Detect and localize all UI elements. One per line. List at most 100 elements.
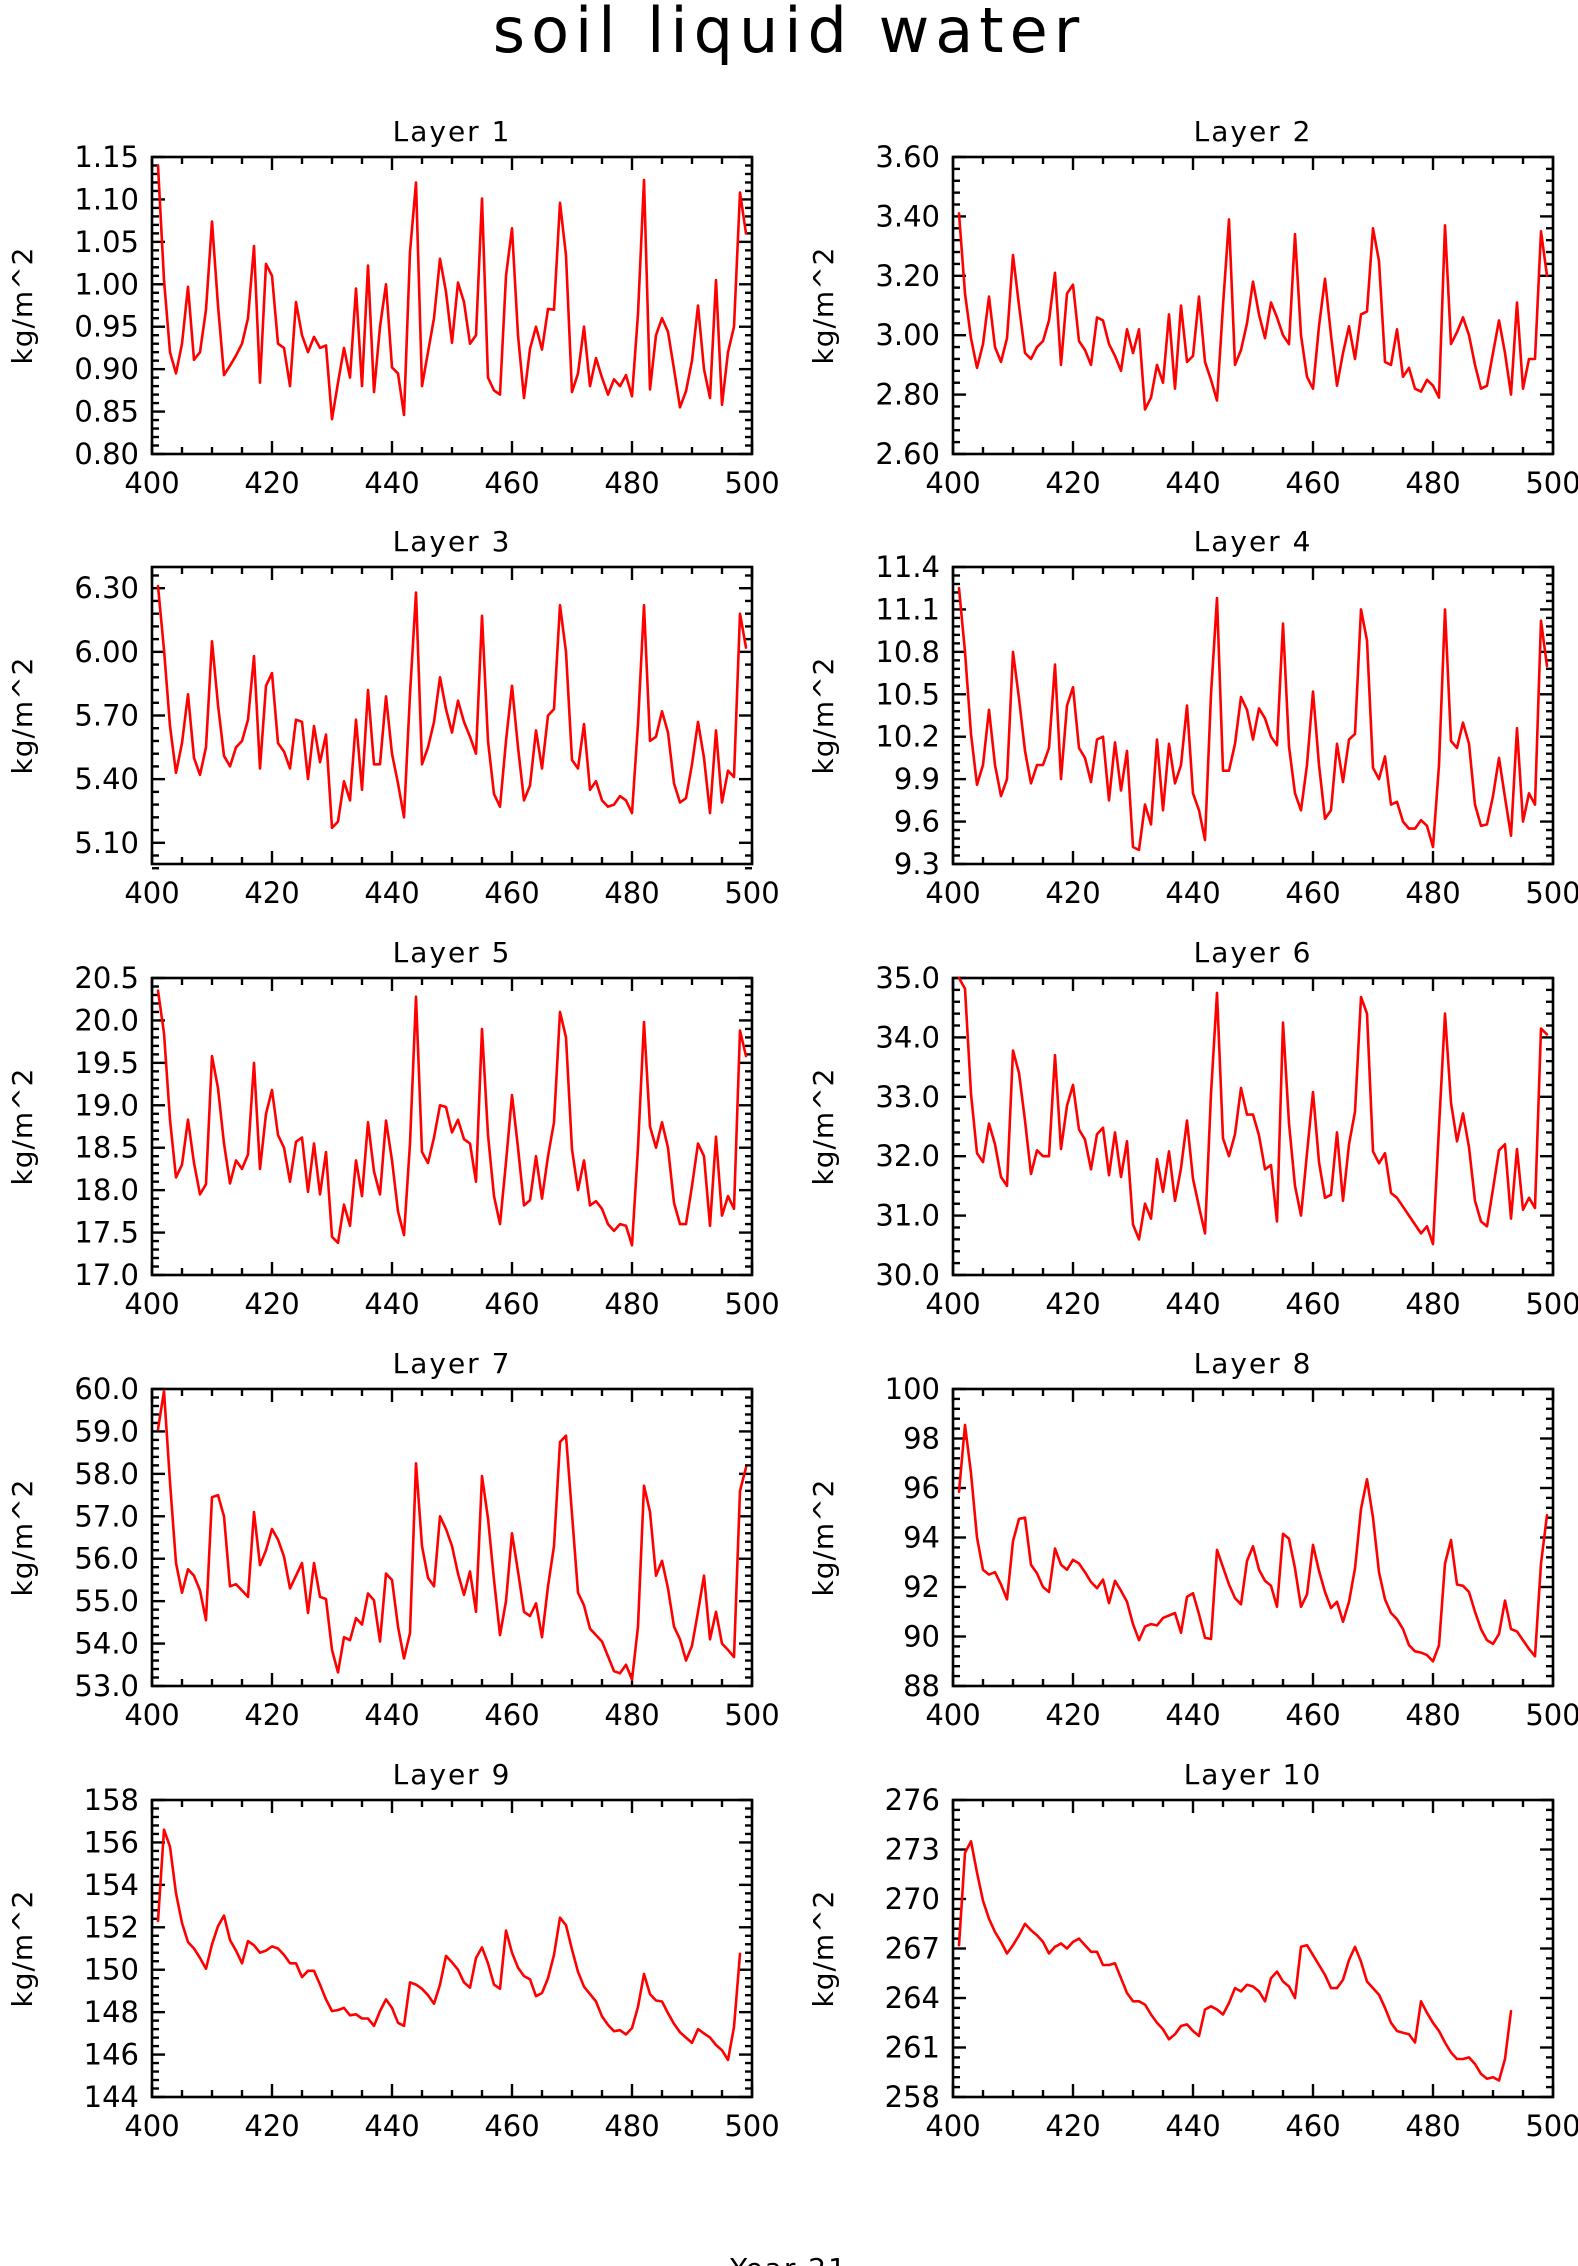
x-tick-label: 460: [1285, 1287, 1340, 1321]
panel-title: Layer 1: [393, 115, 512, 148]
x-tick-label: 420: [1045, 1287, 1100, 1321]
chart-panel-1: 400 420 440 460 480 500 0.80 0.85 0.90 0.95 1.00 1.…: [6, 115, 780, 500]
chart-panel-9: 400 420 440 460 480 500 144 146 148 150 152 154 156 1…: [6, 1758, 780, 2143]
y-tick-label: 9.9: [894, 762, 940, 796]
y-tick-label: 5.10: [74, 826, 139, 860]
x-tick-label: 440: [1165, 1698, 1220, 1732]
panel-title: Layer 2: [1194, 115, 1313, 148]
y-tick-label: 60.0: [74, 1372, 139, 1406]
y-tick-label: 20.5: [74, 961, 139, 995]
plot-frame: [150, 1387, 754, 1688]
x-tick-label: 400: [124, 466, 179, 500]
y-tick-label: 2.60: [875, 437, 940, 471]
y-tick-label: 156: [84, 1825, 139, 1859]
y-tick-label: 6.30: [74, 571, 139, 605]
y-tick-label: 0.80: [74, 437, 139, 471]
x-tick-label: 460: [1285, 1698, 1340, 1732]
y-tick-label: 1.05: [74, 225, 139, 259]
y-tick-label: 10.5: [875, 677, 940, 711]
y-tick-label: 33.0: [875, 1080, 940, 1114]
panels-container: 400 420 440 460 480 500 0.80 0.85 0.90 0.95 1.00 1.…: [6, 115, 1578, 2143]
y-tick-label: 5.70: [74, 699, 139, 733]
x-tick-label: 460: [484, 2109, 539, 2143]
y-tick-label: 0.95: [74, 310, 139, 344]
y-tick-label: 9.6: [894, 805, 940, 839]
plot-frame: [951, 1798, 1555, 2099]
y-tick-label: 56.0: [74, 1542, 139, 1576]
y-tick-label: 17.5: [74, 1216, 139, 1250]
x-tick-label: 480: [604, 2109, 659, 2143]
chart-panel-3: 400 420 440 460 480 500 5.10 5.40 5.70 6.00 6.30 La…: [6, 525, 780, 910]
series-line: [156, 1389, 748, 1681]
panel-title: Layer 6: [1194, 936, 1313, 969]
figure-title: soil liquid water: [493, 0, 1085, 67]
x-tick-label: 500: [724, 1287, 779, 1321]
x-tick-label: 420: [1045, 466, 1100, 500]
y-tick-label: 258: [885, 2080, 940, 2114]
y-tick-label: 148: [84, 1995, 139, 2029]
x-tick-label: 400: [124, 1287, 179, 1321]
y-tick-label: 18.5: [74, 1131, 139, 1165]
x-tick-label: 500: [1525, 876, 1578, 910]
x-tick-label: 400: [925, 876, 980, 910]
x-tick-label: 440: [364, 466, 419, 500]
y-tick-label: 3.20: [875, 259, 940, 293]
y-tick-label: 88: [903, 1669, 940, 1703]
x-tick-label: 420: [1045, 876, 1100, 910]
panel-title: Layer 9: [393, 1758, 512, 1791]
y-tick-label: 18.0: [74, 1173, 139, 1207]
x-tick-label: 440: [1165, 466, 1220, 500]
y-tick-label: 6.00: [74, 635, 139, 669]
y-tick-label: 0.90: [74, 352, 139, 386]
y-tick-label: 34.0: [875, 1020, 940, 1054]
y-tick-label: 17.0: [74, 1258, 139, 1292]
y-tick-label: 273: [885, 1833, 940, 1867]
x-tick-label: 480: [604, 1698, 659, 1732]
x-tick-label: 420: [1045, 1698, 1100, 1732]
series-line: [156, 584, 748, 830]
y-tick-label: 261: [885, 2031, 940, 2065]
y-tick-label: 59.0: [74, 1414, 139, 1448]
panel-title: Layer 8: [1194, 1347, 1313, 1380]
y-tick-label: 0.85: [74, 395, 139, 429]
y-tick-label: 98: [903, 1422, 940, 1456]
y-tick-label: 19.0: [74, 1088, 139, 1122]
y-axis-label: kg/m^2: [807, 1068, 840, 1186]
x-tick-label: 500: [1525, 1287, 1578, 1321]
x-tick-label: 440: [1165, 1287, 1220, 1321]
y-tick-label: 19.5: [74, 1046, 139, 1080]
series-line: [957, 212, 1549, 411]
x-tick-label: 400: [925, 2109, 980, 2143]
y-tick-label: 94: [903, 1521, 940, 1555]
y-axis-label: kg/m^2: [6, 1890, 39, 2008]
x-tick-label: 420: [244, 2109, 299, 2143]
x-tick-label: 460: [1285, 466, 1340, 500]
y-axis-label: kg/m^2: [6, 1479, 39, 1597]
panel-title: Layer 4: [1194, 525, 1313, 558]
plot-frame: [951, 155, 1555, 456]
panel-title: Layer 7: [393, 1347, 512, 1380]
y-tick-label: 2.80: [875, 378, 940, 412]
chart-panel-10: 400 420 440 460 480 500 258 261 264 267 270 273 276 L…: [807, 1758, 1578, 2143]
y-tick-label: 32.0: [875, 1139, 940, 1173]
chart-panel-6: 400 420 440 460 480 500 30.0 31.0 32.0 33.0 34.0 35…: [807, 936, 1578, 1321]
x-tick-label: 420: [244, 466, 299, 500]
series-line: [957, 1840, 1513, 2082]
plot-frame: [150, 155, 754, 456]
chart-panel-5: 400 420 440 460 480 500 17.0 17.5 18.0 18.5 19.0 19…: [6, 936, 780, 1321]
y-tick-label: 11.4: [875, 550, 940, 584]
y-tick-label: 31.0: [875, 1199, 940, 1233]
plot-frame: [150, 1798, 754, 2099]
x-tick-label: 440: [364, 876, 419, 910]
x-tick-label: 420: [1045, 2109, 1100, 2143]
y-tick-label: 158: [84, 1783, 139, 1817]
y-tick-label: 270: [885, 1882, 940, 1916]
series-line: [156, 989, 748, 1247]
x-tick-label: 400: [925, 1698, 980, 1732]
y-tick-label: 58.0: [74, 1457, 139, 1491]
x-tick-label: 460: [484, 876, 539, 910]
y-axis-label: kg/m^2: [6, 657, 39, 775]
x-tick-label: 460: [1285, 876, 1340, 910]
y-tick-label: 10.8: [875, 635, 940, 669]
